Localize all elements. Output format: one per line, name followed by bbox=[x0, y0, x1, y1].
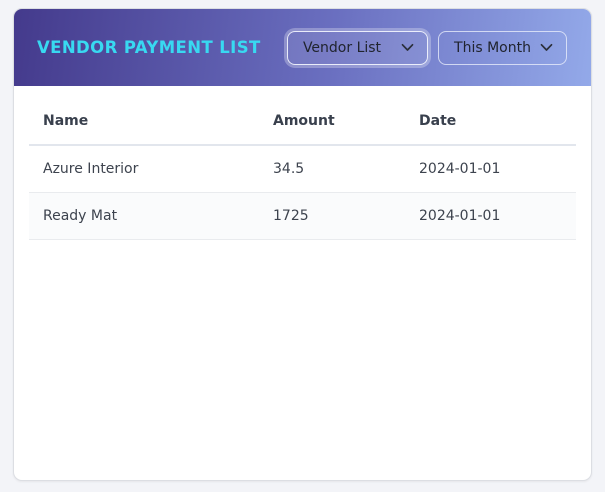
table-row[interactable]: Azure Interior 34.5 2024-01-01 bbox=[29, 145, 576, 193]
cell-vendor-name: Ready Mat bbox=[29, 192, 259, 240]
period-select[interactable]: This Month bbox=[438, 30, 567, 65]
vendor-list-select-label: Vendor List bbox=[302, 39, 382, 56]
column-header-name: Name bbox=[29, 96, 259, 146]
cell-date: 2024-01-01 bbox=[405, 145, 576, 193]
cell-date: 2024-01-01 bbox=[405, 192, 576, 240]
card-header: VENDOR PAYMENT LIST Vendor List This Mon… bbox=[14, 9, 591, 86]
period-select-label: This Month bbox=[454, 39, 531, 56]
chevron-down-icon bbox=[540, 43, 553, 52]
cell-vendor-name: Azure Interior bbox=[29, 145, 259, 193]
vendor-list-select[interactable]: Vendor List bbox=[286, 30, 429, 65]
column-header-date: Date bbox=[405, 96, 576, 146]
column-header-amount: Amount bbox=[259, 96, 405, 146]
table-row[interactable]: Ready Mat 1725 2024-01-01 bbox=[29, 192, 576, 240]
cell-amount: 34.5 bbox=[259, 145, 405, 193]
table-header-row: Name Amount Date bbox=[29, 96, 576, 146]
page-title: VENDOR PAYMENT LIST bbox=[37, 38, 261, 57]
vendor-payment-card: VENDOR PAYMENT LIST Vendor List This Mon… bbox=[13, 8, 592, 481]
cell-amount: 1725 bbox=[259, 192, 405, 240]
header-controls: Vendor List This Month bbox=[286, 30, 567, 65]
vendor-payment-table: Name Amount Date Azure Interior 34.5 202… bbox=[29, 96, 576, 240]
chevron-down-icon bbox=[401, 43, 414, 52]
card-body: Name Amount Date Azure Interior 34.5 202… bbox=[14, 86, 591, 240]
